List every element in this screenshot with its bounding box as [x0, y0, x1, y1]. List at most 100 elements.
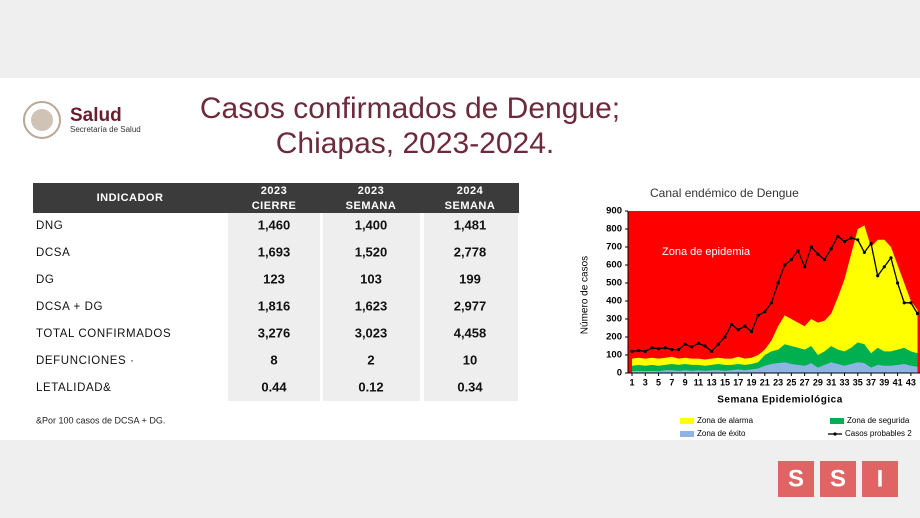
x-tick-label: 39 [879, 377, 889, 387]
y-tick-label: 0 [617, 368, 622, 379]
emblem-core [31, 109, 53, 131]
y-tick-label: 400 [606, 296, 622, 307]
emblem-ring [23, 101, 61, 139]
row-label: DEFUNCIONES · [36, 355, 135, 367]
point [763, 310, 767, 314]
legend-label: Zona de éxito [697, 429, 746, 438]
x-tick-label: 11 [694, 377, 704, 387]
point [809, 245, 813, 249]
point [736, 328, 740, 332]
point [756, 313, 760, 317]
y-tick-label: 900 [606, 206, 622, 217]
cell: 2 [367, 352, 374, 367]
point [749, 330, 754, 334]
x-tick-label: 9 [683, 377, 688, 387]
cell: 1,481 [454, 217, 487, 232]
x-tick-label: 43 [906, 377, 916, 387]
cell: 3,023 [355, 325, 388, 340]
point [856, 238, 860, 242]
x-tick-label: 25 [786, 377, 796, 387]
point [710, 349, 714, 353]
point [776, 281, 780, 285]
point [670, 348, 674, 352]
cell: 0.12 [358, 379, 383, 394]
legend-swatch [830, 418, 844, 424]
y-tick-label: 200 [606, 332, 622, 343]
column-header: 2024 [457, 185, 484, 197]
cell: 4,458 [454, 325, 487, 340]
cell: 0.44 [261, 379, 287, 394]
row-label: DCSA + DG [36, 301, 103, 313]
cell: 3,276 [258, 325, 291, 340]
x-tick-label: 5 [656, 377, 661, 387]
point [643, 349, 647, 353]
point [676, 348, 681, 352]
cell: 1,460 [258, 217, 291, 232]
brand-tile [820, 461, 856, 497]
x-tick-label: 1 [629, 377, 634, 387]
brand-letter: I [877, 465, 884, 492]
x-tick-label: 7 [669, 377, 674, 387]
x-tick-label: 19 [747, 377, 757, 387]
row-label: LETALIDAD& [36, 382, 111, 394]
column-bg [323, 213, 420, 401]
y-tick-label: 700 [606, 242, 622, 253]
point [690, 345, 694, 349]
point [869, 241, 873, 245]
brand-tile [862, 461, 898, 497]
y-tick-label: 100 [606, 350, 622, 361]
x-tick-label: 3 [643, 377, 648, 387]
point [789, 258, 793, 262]
point [909, 301, 913, 305]
x-tick-label: 33 [839, 377, 849, 387]
point [876, 274, 880, 278]
point [650, 346, 654, 350]
y-tick-label: 300 [606, 314, 622, 325]
point [769, 301, 774, 305]
cell: 1,623 [355, 298, 388, 313]
point [656, 347, 661, 351]
x-tick-label: 41 [893, 377, 903, 387]
point [889, 256, 893, 260]
y-tick-label: 600 [606, 260, 622, 271]
point [882, 265, 886, 269]
x-tick-label: 31 [826, 377, 836, 387]
annotation: Zona de epidemia [662, 246, 751, 258]
brand-letter: S [788, 465, 804, 492]
column-header: SEMANA [346, 200, 397, 212]
point [849, 236, 853, 240]
point [716, 342, 720, 346]
legend-label: Casos probables 2 [845, 429, 912, 438]
column-header: CIERRE [252, 200, 297, 212]
cell: 199 [459, 271, 481, 286]
point [783, 263, 787, 267]
point [723, 335, 727, 339]
x-tick-label: 13 [707, 377, 717, 387]
point [696, 341, 701, 345]
plot: Zona de epidemia [628, 211, 920, 373]
point [822, 258, 827, 262]
title-line: Casos confirmados de Dengue; [200, 92, 620, 125]
point [743, 324, 747, 328]
point [796, 249, 800, 253]
legend-swatch [680, 418, 694, 424]
column-header: 2023 [261, 185, 287, 197]
logo-title: Salud [70, 105, 122, 126]
emblem [23, 101, 61, 139]
column-bg [228, 213, 320, 401]
row-label: DNG [36, 220, 63, 232]
x-tick-label: 35 [853, 377, 863, 387]
footnote: &Por 100 casos de DCSA + DG. [36, 415, 165, 425]
y-tick-label: 500 [606, 278, 622, 289]
point [630, 349, 634, 353]
legend-marker [833, 432, 837, 436]
point [862, 250, 867, 254]
point [915, 312, 920, 316]
table-header-bg [33, 183, 519, 213]
legend-label: Zona de alarma [697, 416, 754, 425]
cell: 0.34 [457, 379, 483, 394]
column-bg [424, 213, 518, 401]
x-axis-label: Semana Epidemiológica [717, 395, 843, 406]
cell: 123 [263, 271, 285, 286]
